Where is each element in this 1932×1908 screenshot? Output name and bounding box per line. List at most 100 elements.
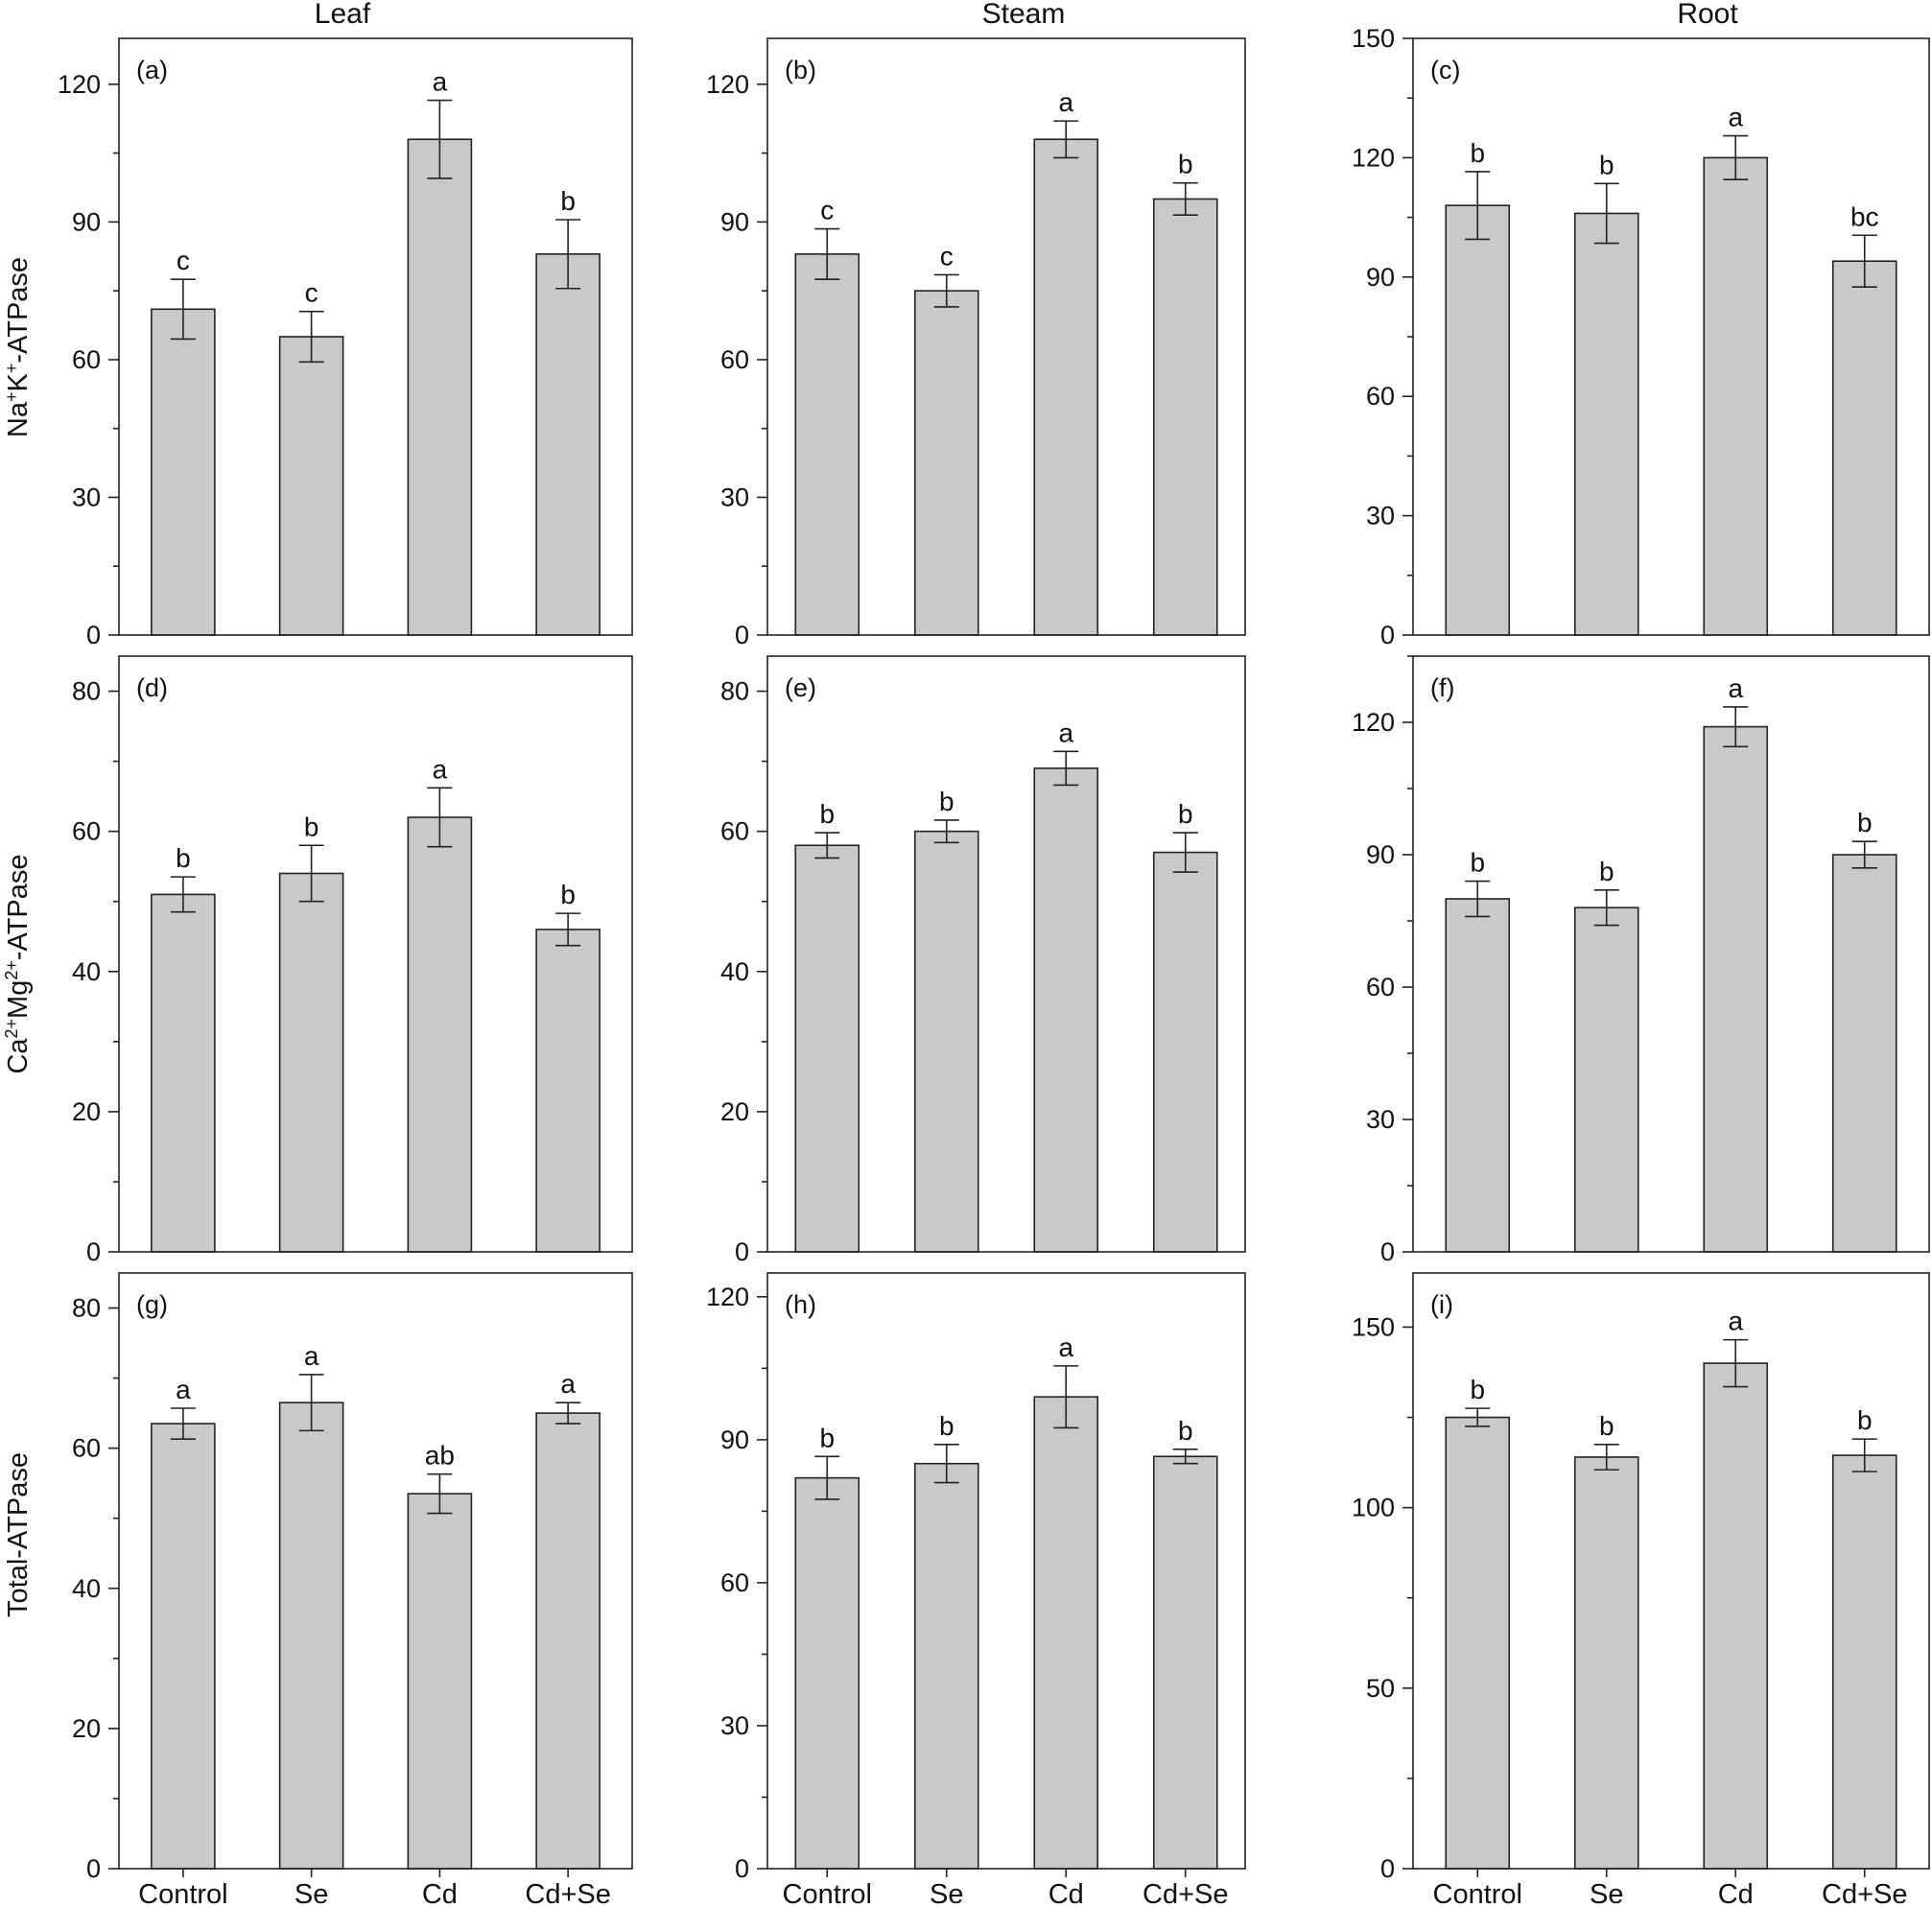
error-bar	[1465, 880, 1491, 918]
y-tick-label: 120	[1352, 708, 1395, 737]
significance-label: a	[1058, 1332, 1073, 1362]
row-label-ca-mg-sup: 2+	[2, 1019, 21, 1039]
y-tick-label: 60	[720, 345, 749, 374]
y-tick-label: 80	[72, 1294, 101, 1323]
error-bar	[933, 1444, 959, 1484]
error-bar	[1593, 1443, 1619, 1471]
y-tick-label: 90	[720, 207, 749, 236]
category-label: Control	[138, 1879, 228, 1908]
bar-cd	[407, 1493, 473, 1870]
error-bar	[1172, 181, 1198, 217]
plot-frame	[766, 37, 1246, 636]
column-title-steam: Steam	[982, 0, 1066, 30]
panel-i: b Control b Se a Cd b Cd+Se 0 50 100 150 (i)	[1352, 1272, 1930, 1908]
bar-se	[278, 872, 344, 1253]
error-bar	[170, 876, 196, 913]
significance-label: b	[1470, 1375, 1485, 1404]
error-bar	[814, 1455, 840, 1500]
y-tick-label: 0	[1380, 1854, 1395, 1883]
row-label-ca-mg-part: Ca	[3, 1038, 34, 1074]
significance-label: a	[304, 1341, 319, 1371]
significance-label: b	[304, 812, 319, 841]
error-bar	[933, 819, 959, 844]
panel-h: b Control b Se a Cd b Cd+Se 0 30 60 90 120 (h)	[706, 1272, 1246, 1908]
panel-label: (b)	[785, 56, 816, 84]
y-tick-label: 0	[86, 1237, 101, 1266]
significance-label: b	[1470, 848, 1485, 878]
row-label-ca-mg-part: Mg	[3, 980, 34, 1019]
error-bar	[1053, 1365, 1079, 1429]
bar-cd	[1033, 767, 1099, 1253]
row-label-na-k-sup: +	[2, 391, 21, 402]
y-tick-label: 90	[1366, 840, 1395, 869]
category-label: Control	[1433, 1879, 1523, 1908]
plot-frame	[766, 655, 1246, 1253]
svg-text:Total-ATPase: Total-ATPase	[3, 1452, 34, 1617]
panel-b: c c a b 0 30 60 90 120 (b)	[706, 37, 1246, 649]
error-bar	[298, 844, 324, 903]
y-tick-label: 120	[706, 1283, 749, 1311]
y-tick-label: 30	[720, 483, 749, 511]
error-bar	[1723, 706, 1749, 748]
plot-frame	[118, 1272, 633, 1870]
y-tick-label: 0	[86, 621, 101, 649]
panel-label: (i)	[1430, 1290, 1453, 1319]
bar-se	[278, 336, 344, 636]
bar-cd-plus-se	[1152, 851, 1218, 1253]
error-bar	[1053, 120, 1079, 159]
panel-c: b b a bc 0 30 60 90 120 150 (c)	[1352, 24, 1930, 649]
error-bar	[555, 912, 581, 947]
y-tick-label: 120	[58, 70, 101, 99]
bar-cd	[1703, 725, 1769, 1253]
row-label-na-k: Na+K+-ATPase	[2, 257, 34, 437]
panel-label: (c)	[1430, 56, 1460, 84]
y-tick-label: 40	[72, 1574, 101, 1603]
error-bar	[170, 1407, 196, 1440]
bar-cd	[407, 138, 473, 636]
svg-text:Na+K+-ATPase: Na+K+-ATPase	[2, 257, 34, 437]
y-tick-label: 80	[720, 677, 749, 706]
plot-frame	[118, 655, 633, 1253]
y-tick-label: 150	[1352, 24, 1395, 53]
bar-cd	[1033, 1396, 1099, 1870]
plot-frame	[118, 37, 633, 636]
y-tick-label: 120	[706, 70, 749, 99]
error-bar	[1053, 750, 1079, 787]
bar-cd-plus-se	[1831, 1454, 1897, 1870]
bar-se	[913, 830, 979, 1253]
y-tick-label: 50	[1366, 1674, 1395, 1703]
significance-label: c	[177, 246, 190, 275]
category-label: Cd+Se	[525, 1879, 610, 1908]
significance-label: c	[305, 278, 318, 308]
column-title-root: Root	[1677, 0, 1738, 30]
bar-cd-plus-se	[535, 253, 601, 636]
bar-cd	[1703, 156, 1769, 636]
bar-se	[278, 1402, 344, 1870]
significance-label: a	[1728, 1307, 1743, 1336]
error-bar	[555, 219, 581, 290]
bar-se	[1573, 212, 1639, 636]
significance-label: ab	[425, 1441, 455, 1471]
y-tick-label: 90	[1366, 263, 1395, 292]
panel-d: b b a b 0 20 40 60 80 (d)	[72, 655, 633, 1266]
category-label: Se	[1590, 1879, 1623, 1908]
category-label: Se	[930, 1879, 963, 1908]
error-bar	[555, 1402, 581, 1425]
row-label-total-part: Total-ATPase	[3, 1452, 34, 1617]
error-bar	[427, 99, 453, 179]
significance-label: b	[1857, 808, 1873, 837]
error-bar	[814, 832, 840, 860]
y-tick-label: 40	[72, 957, 101, 986]
bar-cd-plus-se	[535, 929, 601, 1253]
panel-label: (d)	[136, 673, 168, 702]
y-tick-label: 0	[735, 1854, 749, 1883]
bar-control	[1445, 898, 1511, 1253]
error-bar	[298, 1374, 324, 1432]
y-tick-label: 40	[720, 957, 749, 986]
error-bar	[427, 1472, 453, 1515]
row-label-total: Total-ATPase	[3, 1452, 34, 1617]
category-label: Cd+Se	[1143, 1879, 1228, 1908]
row-label-ca-mg: Ca2+Mg2+-ATPase	[2, 854, 34, 1073]
significance-label: b	[1599, 857, 1614, 886]
error-bar	[427, 787, 453, 848]
